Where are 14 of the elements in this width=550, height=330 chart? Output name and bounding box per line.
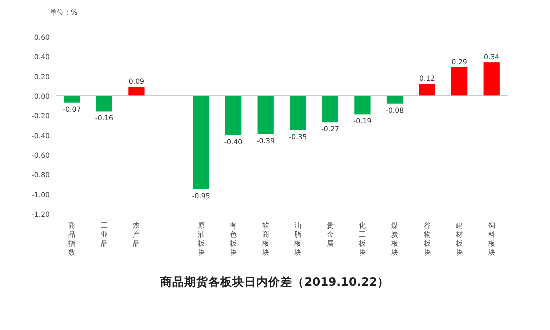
bar bbox=[226, 96, 242, 136]
bar bbox=[386, 96, 404, 104]
bar bbox=[64, 96, 80, 103]
bar bbox=[290, 96, 306, 130]
text: 商品期货各板块日内价差（2019.10.22） bbox=[160, 275, 390, 289]
bar bbox=[419, 84, 436, 96]
bar bbox=[484, 62, 500, 96]
bar bbox=[354, 96, 371, 115]
bar bbox=[96, 96, 112, 112]
bar bbox=[193, 96, 210, 190]
bar bbox=[322, 96, 338, 123]
bar bbox=[128, 87, 145, 96]
bar bbox=[258, 96, 274, 134]
bar bbox=[452, 67, 468, 96]
